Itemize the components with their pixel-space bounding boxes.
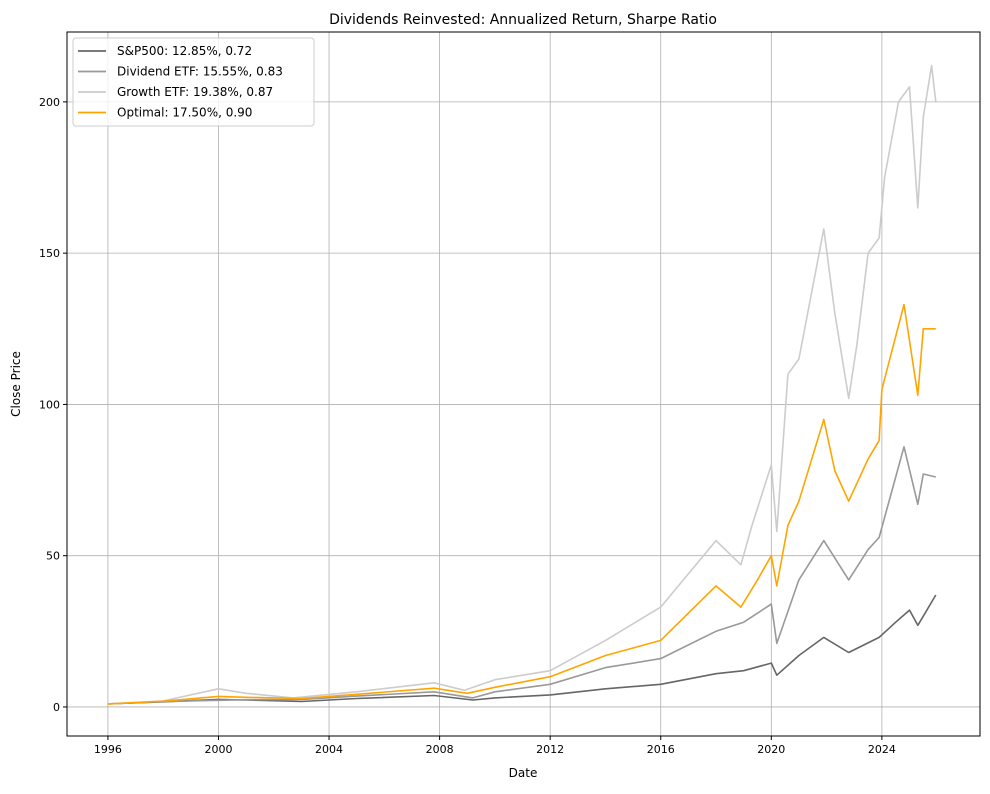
x-tick-label: 2004 [315, 743, 343, 756]
legend-label: Optimal: 17.50%, 0.90 [117, 106, 252, 120]
x-tick-label: 1996 [94, 743, 122, 756]
x-tick-label: 2000 [204, 743, 232, 756]
x-tick-label: 2016 [647, 743, 675, 756]
legend: S&P500: 12.85%, 0.72 Dividend ETF: 15.55%… [72, 37, 315, 127]
series-line-0 [107, 594, 937, 705]
x-tick-label: 2024 [868, 743, 896, 756]
y-tick-label: 50 [46, 550, 60, 563]
y-axis-label: Close Price [9, 351, 23, 417]
x-tick-label: 2008 [426, 743, 454, 756]
x-tick-label: 2012 [536, 743, 564, 756]
legend-label: Growth ETF: 19.38%, 0.87 [117, 85, 273, 99]
grid [67, 32, 980, 736]
ticks: 1996 2000 2004 2008 2012 2016 2020 2024 0 50 100 15… [39, 96, 896, 756]
legend-label: S&P500: 12.85%, 0.72 [117, 44, 252, 58]
axes-frame [66, 31, 981, 737]
chart-title: Dividends Reinvested: Annualized Return,… [329, 12, 717, 28]
plot-area [107, 64, 937, 705]
series-line-1 [107, 445, 936, 705]
y-tick-label: 200 [39, 96, 60, 109]
x-tick-label: 2020 [757, 743, 785, 756]
y-tick-label: 100 [39, 398, 60, 411]
series-line-3 [107, 303, 936, 705]
series-line-2 [107, 64, 937, 705]
y-tick-label: 0 [53, 701, 60, 714]
legend-label: Dividend ETF: 15.55%, 0.83 [117, 65, 283, 79]
x-axis-label: Date [509, 766, 538, 780]
legend-box [72, 37, 315, 127]
y-tick-label: 150 [39, 247, 60, 260]
